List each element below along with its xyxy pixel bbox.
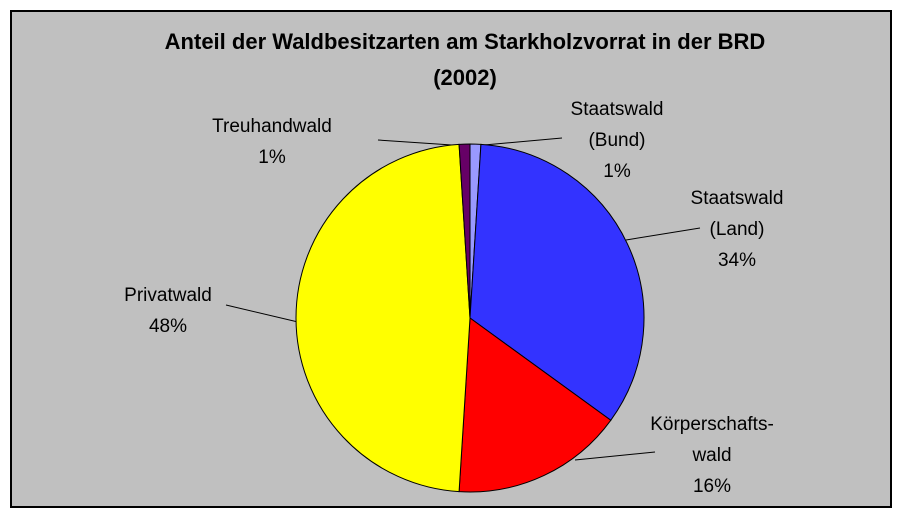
value-label: 1% bbox=[603, 161, 631, 182]
leader-line bbox=[625, 227, 701, 241]
category-label: Staatswald (Land) bbox=[690, 188, 784, 240]
category-label: Privatwald bbox=[124, 285, 212, 306]
pie-slice bbox=[295, 143, 471, 493]
data-label: Körperschafts-wald 16% bbox=[642, 409, 782, 502]
value-label: 48% bbox=[148, 316, 188, 337]
leader-line bbox=[225, 304, 299, 323]
data-label: Staatswald (Land) 34% bbox=[682, 183, 792, 276]
value-label: 1% bbox=[258, 147, 286, 168]
category-label: Staatswald (Bund) bbox=[570, 99, 664, 151]
data-label: Privatwald 48% bbox=[93, 280, 243, 342]
data-label: Treuhandwald 1% bbox=[197, 111, 347, 173]
pie-slice bbox=[469, 143, 645, 421]
value-label: 34% bbox=[717, 250, 757, 271]
category-label: Körperschafts-wald bbox=[650, 414, 774, 466]
value-label: 16% bbox=[692, 476, 732, 497]
leader-line bbox=[574, 451, 656, 461]
chart-title: Anteil der Waldbesitzarten am Starkholzv… bbox=[164, 29, 766, 90]
category-label: Treuhandwald bbox=[212, 116, 332, 137]
pie-slice bbox=[458, 317, 612, 493]
data-label: Staatswald (Bund) 1% bbox=[562, 94, 672, 187]
pie-slice bbox=[458, 143, 471, 319]
